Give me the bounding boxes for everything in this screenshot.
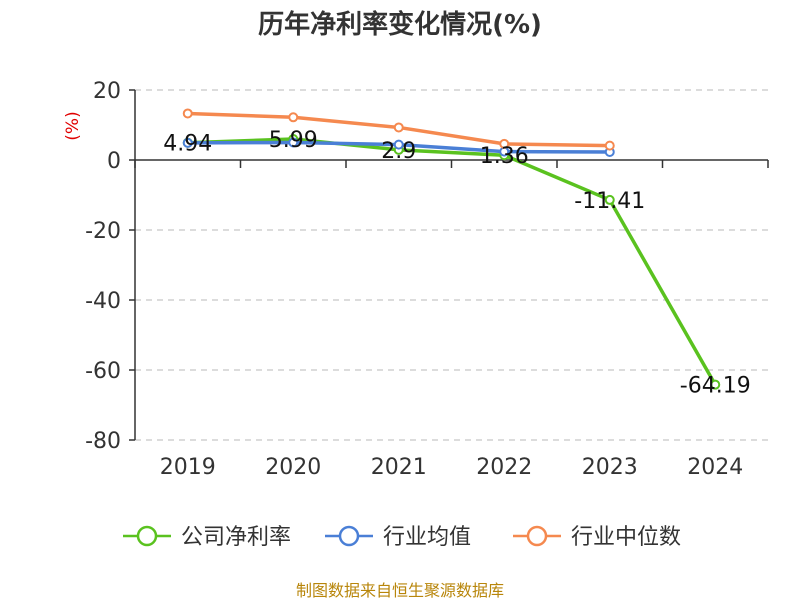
data-point[interactable]: [393, 139, 404, 150]
data-point[interactable]: [288, 112, 299, 123]
legend-item-label[interactable]: 行业均值: [383, 525, 471, 550]
y-tick-label: -40: [85, 289, 121, 314]
x-tick-label: 2020: [265, 455, 321, 480]
legend-item-label[interactable]: 公司净利率: [181, 525, 291, 550]
data-point[interactable]: [710, 379, 721, 390]
x-tick-label: 2021: [371, 455, 427, 480]
series-group: [182, 108, 721, 390]
y-tick-label: 0: [107, 149, 121, 174]
data-point[interactable]: [604, 194, 615, 205]
data-point[interactable]: [182, 137, 193, 148]
legend-item-label[interactable]: 行业中位数: [571, 525, 681, 550]
x-tick-label: 2023: [582, 455, 638, 480]
series-line: [187, 137, 717, 386]
y-tick-label: -60: [85, 359, 121, 384]
data-label: 2.9: [381, 139, 416, 164]
data-label: 1.36: [480, 144, 529, 169]
chart-title: 历年净利率变化情况(%): [258, 9, 542, 40]
data-point[interactable]: [393, 122, 404, 133]
data-point[interactable]: [604, 140, 615, 151]
legend-marker: [338, 525, 360, 547]
data-point[interactable]: [182, 108, 193, 119]
data-label: 4.94: [163, 132, 212, 157]
data-point[interactable]: [499, 138, 510, 149]
x-tick-label: 2024: [687, 455, 743, 480]
data-point[interactable]: [288, 137, 299, 148]
legend-marker: [526, 525, 548, 547]
y-tick-label: -80: [85, 429, 121, 454]
source-note: 制图数据来自恒生聚源数据库: [296, 581, 504, 600]
data-label: 5.99: [269, 128, 318, 153]
data-labels: 4.94 5.99 2.9 1.36 -11.41 -64.19: [163, 128, 750, 399]
x-tick-label: 2022: [476, 455, 532, 480]
legend-marker: [136, 525, 158, 547]
y-axis-label: (%): [63, 111, 83, 140]
y-tick-label: 20: [93, 79, 121, 104]
axes: 20 0 -20 -40 -60 -80 2019 2020 2021 2022 2023 2024: [85, 79, 769, 480]
y-tick-label: -20: [85, 219, 121, 244]
data-label: -64.19: [680, 374, 751, 399]
data-label: -11.41: [574, 189, 645, 214]
x-tick-label: 2019: [160, 455, 216, 480]
legend[interactable]: 公司净利率 行业均值 行业中位数: [123, 525, 681, 550]
